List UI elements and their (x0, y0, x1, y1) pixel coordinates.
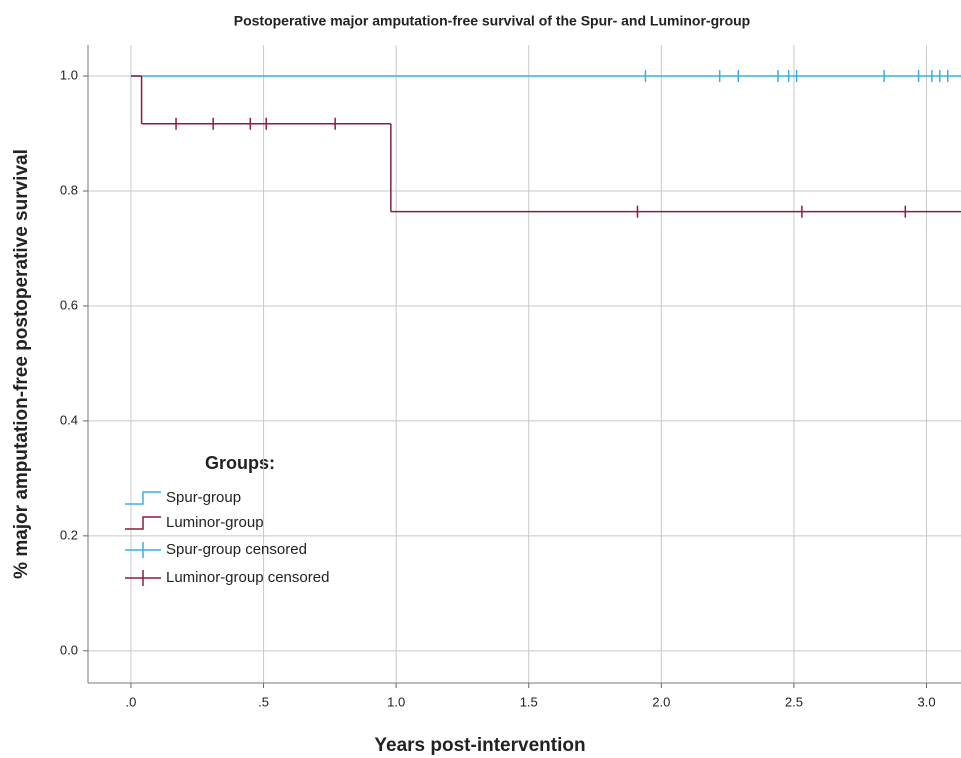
y-tick-label: 0.2 (60, 527, 78, 542)
x-tick-label: 1.0 (387, 694, 405, 709)
y-axis-title: % major amputation-free postoperative su… (11, 149, 32, 579)
legend-label: Luminor-group censored (166, 569, 329, 586)
y-tick-label: 0.0 (60, 642, 78, 657)
x-tick-label: .0 (126, 694, 137, 709)
x-tick-label: 1.5 (520, 694, 538, 709)
x-tick-label: 2.0 (652, 694, 670, 709)
x-tick-label: 3.0 (917, 694, 935, 709)
legend-label: Luminor-group (166, 514, 264, 531)
legend-label: Spur-group (166, 489, 241, 506)
y-tick-label: 0.4 (60, 412, 78, 427)
legend-symbol (125, 491, 161, 505)
legend-symbol (125, 516, 161, 530)
legend-label: Spur-group censored (166, 541, 307, 558)
x-tick-label: 2.5 (785, 694, 803, 709)
y-tick-label: 0.8 (60, 182, 78, 197)
chart-title: Postoperative major amputation-free surv… (234, 13, 751, 29)
y-tick-label: 0.6 (60, 297, 78, 312)
legend-title: Groups: (205, 453, 275, 473)
y-tick-label: 1.0 (60, 67, 78, 82)
x-axis-title: Years post-intervention (374, 735, 585, 756)
x-tick-label: .5 (258, 694, 269, 709)
